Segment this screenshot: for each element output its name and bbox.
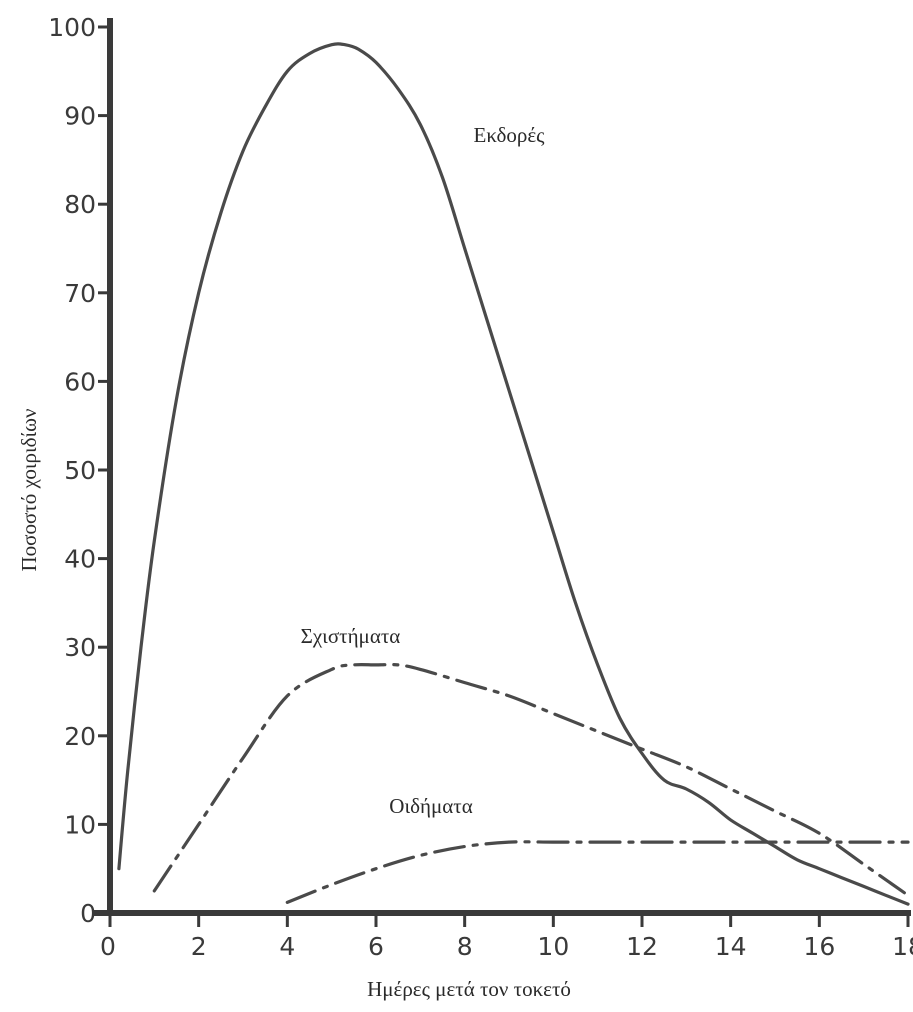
x-ticks: 0 2 4 6 8 10 12 14 16 18	[100, 913, 913, 961]
x-tick-label: 0	[100, 932, 116, 961]
series-label: Οιδήματα	[389, 794, 472, 818]
x-axis-label: Ημέρες μετά τον τοκετό	[367, 977, 571, 1001]
series-labels: Εκδορές Σχιστήματα Οιδήματα	[301, 123, 546, 818]
y-tick-label: 90	[64, 102, 96, 131]
y-tick-label: 20	[64, 722, 96, 751]
x-tick-label: 14	[715, 932, 747, 961]
y-tick-label: 40	[64, 545, 96, 574]
x-tick-label: 12	[626, 932, 658, 961]
x-tick-label: 2	[191, 932, 207, 961]
x-tick-label: 6	[368, 932, 384, 961]
series-line-2	[152, 662, 910, 897]
y-tick-label: 50	[64, 456, 96, 485]
y-tick-label: 100	[48, 13, 96, 42]
y-ticks: 0 10 20 30 40 50 60 70 80 90 100	[48, 13, 110, 928]
series-line-1	[117, 42, 910, 906]
axes	[93, 18, 911, 916]
y-tick-label: 70	[64, 279, 96, 308]
y-tick-label: 30	[64, 633, 96, 662]
y-axis-label: Ποσοστό χοιριδίων	[17, 409, 41, 572]
y-tick-label: 10	[64, 810, 96, 839]
series-label: Σχιστήματα	[301, 624, 401, 648]
plot-curves	[117, 42, 910, 906]
x-tick-label: 8	[457, 932, 473, 961]
x-tick-label: 18	[892, 932, 913, 961]
x-tick-label: 4	[279, 932, 295, 961]
y-tick-label: 60	[64, 367, 96, 396]
y-tick-label: 80	[64, 190, 96, 219]
y-tick-label: 0	[80, 899, 96, 928]
series-line-3	[285, 840, 910, 904]
x-tick-label: 16	[803, 932, 835, 961]
series-label: Εκδορές	[474, 123, 546, 147]
x-tick-label: 10	[537, 932, 569, 961]
